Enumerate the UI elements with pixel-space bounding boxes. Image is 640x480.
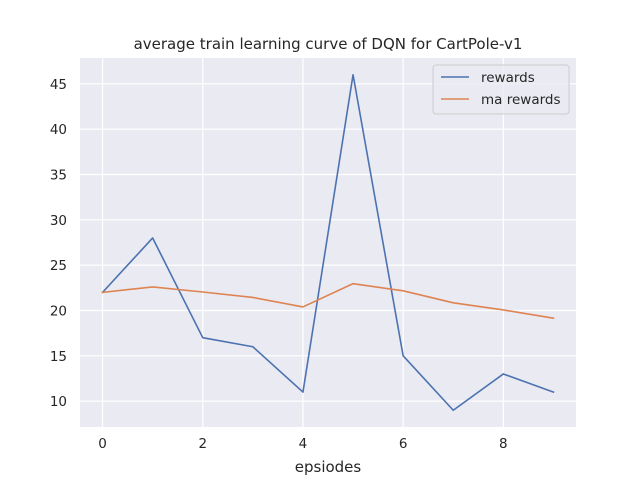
- x-axis-label: epsiodes: [295, 458, 362, 476]
- series-group: [101, 73, 555, 412]
- y-tick-label: 30: [50, 213, 67, 229]
- y-tick-label: 45: [50, 77, 67, 93]
- x-tick-labels: 0 2 4 6 8: [98, 436, 507, 452]
- chart-title: average train learning curve of DQN for …: [134, 35, 523, 53]
- grid-lines: [80, 58, 576, 427]
- x-tick-label: 4: [299, 436, 308, 452]
- x-tick-label: 6: [399, 436, 408, 452]
- y-tick-label: 10: [50, 394, 67, 410]
- y-tick-label: 25: [50, 258, 67, 274]
- y-tick-labels: 10 15 20 25 30 35 40 45: [50, 77, 67, 410]
- y-tick-label: 35: [50, 168, 67, 184]
- y-tick-label: 15: [50, 349, 67, 365]
- x-tick-label: 0: [98, 436, 107, 452]
- series-line-0: [101, 73, 555, 412]
- x-tick-label: 8: [499, 436, 508, 452]
- legend-label: rewards: [481, 70, 535, 86]
- y-tick-label: 20: [50, 303, 67, 319]
- x-tick-label: 2: [198, 436, 207, 452]
- series-line-1: [101, 282, 555, 320]
- legend: rewards ma rewards: [432, 64, 570, 115]
- y-tick-label: 40: [50, 122, 67, 138]
- legend-label: ma rewards: [481, 92, 561, 108]
- plot-area: [80, 58, 576, 427]
